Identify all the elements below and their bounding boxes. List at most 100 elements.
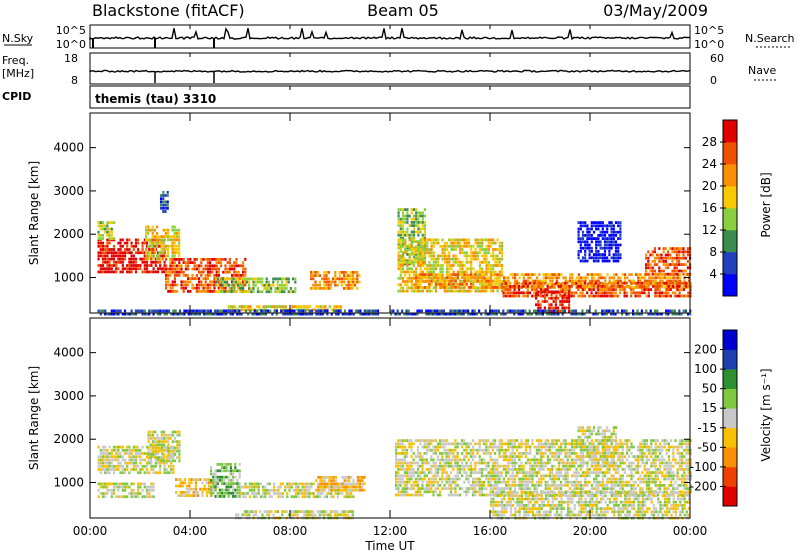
heatmap-cell bbox=[336, 283, 339, 287]
heatmap-cell bbox=[448, 286, 451, 290]
heatmap-cell bbox=[363, 482, 366, 486]
heatmap-cell bbox=[261, 277, 264, 281]
heatmap-cell bbox=[395, 471, 398, 474]
heatmap-cell bbox=[686, 260, 689, 263]
heatmap-cell bbox=[153, 228, 156, 232]
heatmap-cell bbox=[506, 288, 510, 291]
heatmap-cell bbox=[410, 445, 413, 449]
heatmap-cell bbox=[130, 458, 133, 462]
heatmap-cell bbox=[108, 264, 111, 267]
heatmap-cell bbox=[134, 244, 138, 248]
heatmap-cell bbox=[200, 283, 203, 287]
heatmap-cell bbox=[247, 312, 250, 316]
heatmap-cell bbox=[568, 296, 571, 300]
heatmap-cell bbox=[97, 244, 100, 248]
heatmap-cell bbox=[654, 281, 657, 285]
heatmap-cell bbox=[147, 437, 150, 440]
heatmap-cell bbox=[687, 312, 690, 316]
heatmap-cell bbox=[450, 442, 453, 446]
heatmap-cell bbox=[101, 254, 105, 258]
heatmap-cell bbox=[130, 244, 133, 248]
heatmap-cell bbox=[401, 468, 404, 471]
heatmap-cell bbox=[554, 303, 557, 307]
heatmap-cell bbox=[317, 495, 320, 499]
heatmap-cell bbox=[248, 287, 251, 290]
heatmap-cell bbox=[147, 228, 150, 232]
heatmap-cell bbox=[496, 282, 499, 286]
heatmap-cell bbox=[337, 488, 340, 492]
heatmap-cell bbox=[439, 464, 442, 468]
heatmap-cell bbox=[470, 286, 473, 289]
heatmap-cell bbox=[603, 250, 607, 253]
heatmap-cell bbox=[445, 289, 449, 293]
heatmap-cell bbox=[687, 285, 690, 288]
heatmap-cell bbox=[217, 267, 220, 271]
heatmap-cell bbox=[211, 267, 214, 271]
heatmap-cell bbox=[223, 280, 226, 284]
heatmap-cell bbox=[269, 305, 272, 308]
colorbar-swatch bbox=[723, 208, 737, 231]
heatmap-cell bbox=[664, 260, 667, 263]
heatmap-cell bbox=[615, 273, 618, 276]
heatmap-cell bbox=[255, 312, 259, 316]
heatmap-cell bbox=[167, 267, 170, 271]
heatmap-cell bbox=[459, 270, 462, 274]
heatmap-cell bbox=[452, 270, 455, 274]
heatmap-cell bbox=[175, 248, 178, 251]
heatmap-cell bbox=[421, 276, 424, 280]
heatmap-cell bbox=[148, 492, 151, 495]
heatmap-cell bbox=[536, 286, 539, 289]
heatmap-cell bbox=[406, 452, 409, 455]
heatmap-cell bbox=[223, 283, 226, 287]
heatmap-cell bbox=[489, 477, 492, 481]
heatmap-cell bbox=[619, 288, 622, 291]
heatmap-cell bbox=[440, 309, 443, 313]
heatmap-cell bbox=[137, 455, 140, 459]
heatmap-cell bbox=[671, 269, 674, 273]
heatmap-cell bbox=[310, 274, 313, 277]
heatmap-cell bbox=[173, 449, 177, 453]
heatmap-cell bbox=[238, 305, 241, 308]
heatmap-cell bbox=[470, 254, 473, 258]
heatmap-cell bbox=[448, 282, 451, 286]
heatmap-cell bbox=[641, 288, 644, 291]
heatmap-cell bbox=[147, 257, 150, 261]
heatmap-cell bbox=[412, 468, 415, 471]
heatmap-cell bbox=[121, 488, 124, 492]
heatmap-cell bbox=[548, 296, 551, 300]
heatmap-cell bbox=[417, 257, 420, 261]
heatmap-cell bbox=[443, 289, 446, 293]
heatmap-cell bbox=[656, 309, 659, 313]
heatmap-cell bbox=[474, 461, 477, 465]
heatmap-cell bbox=[504, 294, 507, 298]
heatmap-cell bbox=[348, 312, 351, 316]
heatmap-cell bbox=[448, 279, 451, 283]
heatmap-cell bbox=[441, 442, 444, 446]
heatmap-cell bbox=[519, 309, 522, 313]
heatmap-cell bbox=[211, 264, 214, 268]
heatmap-cell bbox=[137, 485, 140, 489]
heatmap-cell bbox=[340, 513, 343, 517]
heatmap-cell bbox=[613, 276, 616, 280]
heatmap-cell bbox=[430, 477, 433, 481]
heatmap-cell bbox=[623, 281, 626, 285]
heatmap-cell bbox=[597, 250, 600, 253]
heatmap-cell bbox=[329, 513, 332, 517]
heatmap-cell bbox=[401, 244, 405, 248]
heatmap-cell bbox=[443, 458, 446, 462]
heatmap-cell bbox=[419, 240, 422, 243]
heatmap-cell bbox=[397, 246, 400, 250]
heatmap-cell bbox=[106, 270, 109, 274]
heatmap-cell bbox=[101, 227, 105, 231]
heatmap-cell bbox=[603, 230, 607, 234]
heatmap-cell bbox=[192, 478, 195, 481]
heatmap-cell bbox=[343, 476, 346, 479]
heatmap-cell bbox=[305, 510, 308, 513]
heatmap-cell bbox=[478, 267, 482, 271]
heatmap-cell bbox=[421, 224, 424, 227]
heatmap-cell bbox=[406, 262, 409, 266]
heatmap-cell bbox=[137, 488, 140, 492]
heatmap-cell bbox=[130, 309, 133, 313]
heatmap-cell bbox=[404, 248, 407, 251]
heatmap-cell bbox=[132, 260, 135, 264]
